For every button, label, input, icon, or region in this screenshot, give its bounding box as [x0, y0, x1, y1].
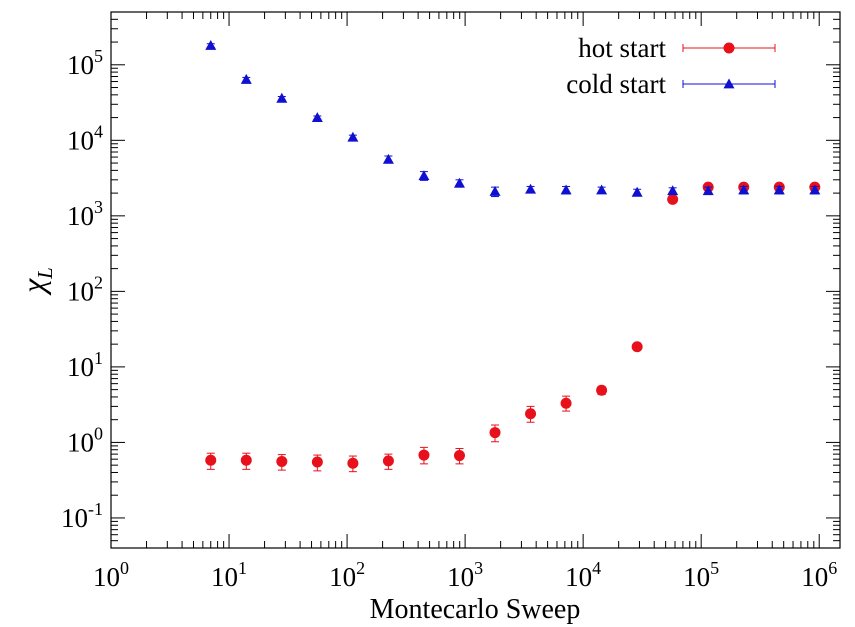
y-tick-label: 10-1: [61, 499, 103, 533]
data-marks: [205, 40, 821, 473]
data-point: [489, 186, 501, 196]
data-point: [453, 450, 465, 462]
data-point: [667, 193, 679, 205]
data-point: [418, 170, 430, 181]
data-point: [205, 40, 217, 50]
legend-label: hot start: [578, 33, 666, 63]
data-point: [596, 184, 608, 195]
data-point: [525, 408, 537, 420]
data-point: [773, 184, 785, 195]
data-point: [738, 184, 750, 195]
data-point: [667, 185, 679, 196]
data-point: [347, 457, 359, 469]
axis-ticks: [110, 11, 840, 549]
data-point: [382, 153, 394, 164]
data-point: [382, 455, 394, 467]
y-tick-label: 101: [67, 348, 103, 382]
series-hot-start: [205, 181, 821, 473]
data-point: [311, 456, 323, 468]
y-tick-label: 103: [67, 197, 103, 231]
series-cold-start: [205, 40, 821, 198]
x-tick-label: 100: [93, 558, 129, 592]
data-point: [525, 183, 537, 194]
legend-label: cold start: [566, 69, 666, 99]
x-tick-label: 104: [565, 558, 601, 592]
data-point: [453, 177, 465, 188]
data-point: [489, 427, 501, 439]
x-tick-label: 102: [329, 558, 365, 592]
data-point: [631, 186, 643, 197]
data-point: [240, 454, 252, 466]
data-point: [240, 73, 252, 84]
data-point: [276, 92, 288, 103]
x-tick-label: 106: [801, 558, 837, 592]
x-tick-label: 105: [683, 558, 719, 592]
y-tick-label: 105: [67, 46, 103, 80]
data-point: [205, 454, 217, 466]
data-point: [347, 131, 359, 142]
data-point: [311, 112, 323, 122]
legend-marker: [723, 78, 735, 89]
x-axis-label: Montecarlo Sweep: [370, 594, 581, 625]
legend-marker: [723, 42, 735, 54]
data-point: [418, 449, 430, 461]
data-point: [631, 341, 643, 353]
data-point: [276, 455, 288, 467]
y-tick-label: 104: [67, 121, 103, 155]
y-axis-label: χL: [15, 267, 57, 296]
data-point: [596, 384, 608, 396]
data-point: [560, 184, 572, 195]
y-axis-label-main: χ: [15, 278, 51, 296]
y-axis-label-sub: L: [33, 267, 57, 280]
tick-labels: 100 101 102 103 104 105 106 10-1 100 101 102 103 104…: [61, 46, 837, 592]
y-tick-label: 102: [67, 272, 103, 306]
data-point: [809, 184, 821, 195]
x-tick-label: 101: [211, 558, 247, 592]
x-tick-label: 103: [447, 558, 483, 592]
y-tick-label: 100: [67, 423, 103, 457]
plot-area-frame: [110, 11, 841, 549]
data-point: [560, 397, 572, 409]
data-point: [702, 185, 714, 196]
legend: hot start cold start: [566, 33, 776, 99]
